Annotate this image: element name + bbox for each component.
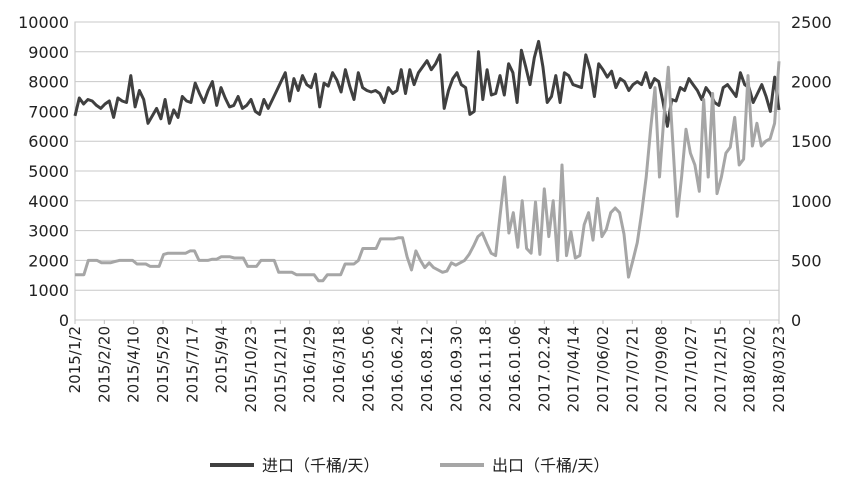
- x-tick-label: 2017/06/02: [594, 326, 612, 412]
- x-tick-label: 2017/09/08: [653, 326, 671, 412]
- y-left-tick-label: 10000: [18, 13, 69, 32]
- x-tick-label: 2017/07/21: [623, 326, 641, 412]
- y-left-tick-label: 4000: [28, 192, 69, 211]
- legend-label: 出口（千桶/天）: [492, 456, 609, 475]
- y-left-tick-label: 8000: [28, 73, 69, 92]
- x-tick-label: 2016.06.24: [389, 326, 407, 412]
- y-right-tick-label: 1500: [791, 132, 832, 151]
- series-line-imports: [73, 39, 781, 128]
- x-tick-label: 2015/4/10: [125, 326, 143, 403]
- y-left-tick-label: 5000: [28, 162, 69, 181]
- x-tick-label: 2015/9/4: [213, 326, 231, 393]
- x-tick-label: 2016/1/29: [301, 326, 319, 403]
- y-left-tick-label: 2000: [28, 251, 69, 270]
- x-tick-label: 2017.02.24: [535, 326, 553, 412]
- y-left-tick-label: 7000: [28, 102, 69, 121]
- series-line-exports: [75, 61, 781, 283]
- x-tick-label: 2015/1/2: [66, 326, 84, 393]
- legend-label: 进口（千桶/天）: [262, 456, 379, 475]
- y-right-tick-label: 1000: [791, 192, 832, 211]
- x-tick-label: 2016.09.30: [447, 326, 465, 412]
- x-tick-label: 2016/3/18: [330, 326, 348, 403]
- x-tick-label: 2015/5/29: [154, 326, 172, 403]
- y-left-tick-label: 9000: [28, 43, 69, 62]
- y-right-tick-label: 2000: [791, 73, 832, 92]
- x-tick-label: 2017/12/15: [711, 326, 729, 412]
- x-tick-label: 2016.01.06: [506, 326, 524, 412]
- y-left-tick-label: 6000: [28, 132, 69, 151]
- x-tick-label: 2018/03/23: [770, 326, 788, 412]
- y-left-tick-label: 1000: [28, 281, 69, 300]
- y-left-tick-label: 0: [59, 311, 69, 330]
- y-right-tick-label: 500: [791, 251, 822, 270]
- y-right-tick-label: 0: [791, 311, 801, 330]
- x-tick-label: 2016.08.12: [418, 326, 436, 412]
- x-tick-label: 2015/12/11: [271, 326, 289, 412]
- y-left-tick-label: 3000: [28, 222, 69, 241]
- x-tick-label: 2017/10/27: [682, 326, 700, 412]
- x-tick-label: 2015/10/23: [242, 326, 260, 412]
- x-tick-label: 2015/7/17: [183, 326, 201, 403]
- y-right-tick-label: 2500: [791, 13, 832, 32]
- x-tick-label: 2015/2/20: [95, 326, 113, 403]
- x-tick-label: 2017/04/14: [565, 326, 583, 412]
- x-tick-label: 2016.11.18: [477, 326, 495, 412]
- x-tick-label: 2016.05.06: [359, 326, 377, 412]
- x-tick-label: 2018/02/02: [741, 326, 759, 412]
